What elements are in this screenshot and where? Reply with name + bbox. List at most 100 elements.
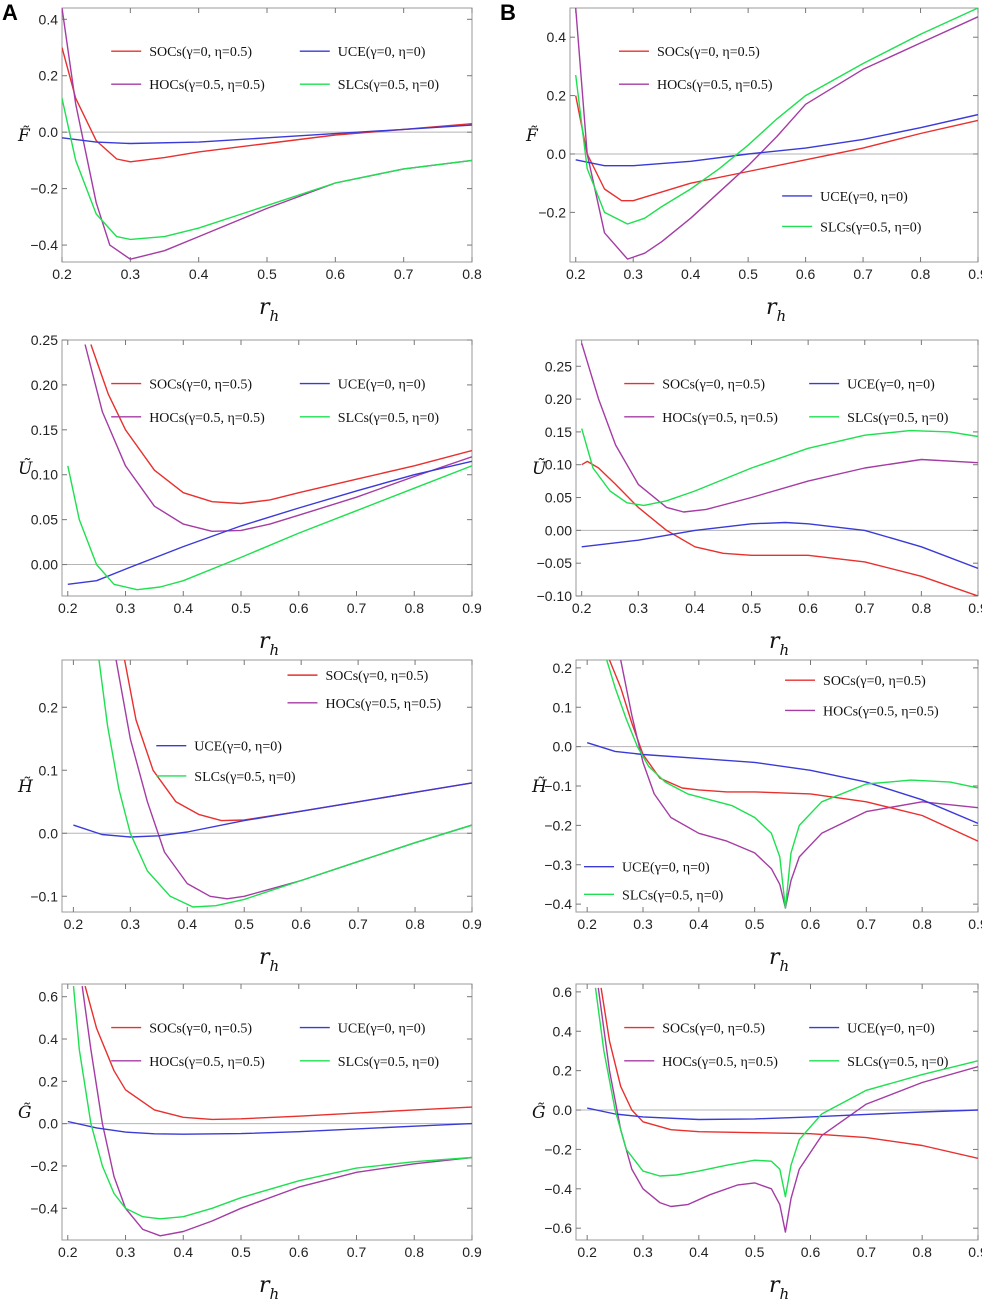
x-tick-label: 0.6	[801, 1244, 821, 1260]
x-tick-label: 0.7	[394, 266, 414, 282]
x-tick-label: 0.6	[801, 916, 821, 932]
legend-item: UCE(γ=0, η=0)	[782, 190, 908, 205]
x-tick-label: 0.3	[121, 916, 141, 932]
legend-item: SOCs(γ=0, η=0.5)	[618, 45, 760, 60]
series-line-hocs	[84, 344, 472, 532]
series-line-slcs	[575, 8, 978, 225]
legend-label: HOCs(γ=0.5, η=0.5)	[662, 411, 778, 426]
y-tick-label: 0.15	[31, 422, 58, 438]
chart-panel-b4: 0.2 0.3 0.4 0.5 0.6 0.7 0.8 0.9 0.6 0.4 0.2 0.0 −0.2…	[532, 983, 982, 1301]
legend-item: HOCs(γ=0.5, η=0.5)	[111, 1055, 265, 1070]
plot-frame	[61, 339, 473, 597]
x-tick-label: 0.2	[64, 916, 84, 932]
legend-item: HOCs(γ=0.5, η=0.5)	[111, 78, 265, 93]
legend-label: SLCs(γ=0.5, η=0)	[338, 1055, 440, 1070]
legend-label: SOCs(γ=0, η=0.5)	[149, 45, 252, 60]
y-tick-label: −0.3	[544, 857, 572, 873]
series-line-uce	[581, 521, 978, 570]
legend-item: HOCs(γ=0.5, η=0.5)	[785, 704, 939, 719]
x-tick-label: 0.3	[633, 916, 653, 932]
x-tick-label: 0.8	[912, 916, 932, 932]
y-axis-label: H̃	[531, 777, 548, 797]
y-tick-label: 0.4	[553, 1023, 573, 1039]
y-axis-label: Ũ	[18, 458, 33, 479]
x-axis-label-main: r	[769, 945, 781, 970]
y-tick-label: 0.20	[545, 391, 572, 407]
legend-item: SOCs(γ=0, η=0.5)	[111, 45, 252, 60]
x-tick-label: 0.5	[745, 916, 765, 932]
legend-item: SOCs(γ=0, η=0.5)	[287, 669, 429, 684]
legend-item: UCE(γ=0, η=0)	[156, 740, 282, 755]
legend-item: HOCs(γ=0.5, η=0.5)	[624, 1055, 778, 1070]
legend-label: UCE(γ=0, η=0)	[820, 190, 908, 205]
x-tick-label: 0.6	[291, 916, 311, 932]
series-line-socs	[575, 95, 978, 202]
x-tick-label: 0.9	[462, 600, 482, 616]
legend-item: SLCs(γ=0.5, η=0)	[299, 78, 440, 93]
x-tick-label: 0.6	[796, 266, 816, 282]
x-tick-label: 0.7	[853, 266, 873, 282]
x-tick-label: 0.4	[178, 916, 198, 932]
chart-panel-b3: 0.2 0.3 0.4 0.5 0.6 0.7 0.8 0.9 0.2 0.1 0.0 −0.1 −0.…	[531, 659, 982, 975]
panel-label-b: B	[500, 0, 516, 25]
y-tick-label: −0.1	[544, 778, 572, 794]
x-axis-label-main: r	[259, 1273, 271, 1298]
x-tick-label: 0.7	[347, 600, 367, 616]
y-tick-label: −0.1	[30, 888, 58, 904]
y-tick-label: 0.10	[545, 457, 572, 473]
x-axis-label-sub: h	[780, 641, 790, 659]
x-tick-label: 0.3	[116, 600, 136, 616]
series-line-hocs	[597, 987, 978, 1233]
legend-label: SLCs(γ=0.5, η=0)	[338, 411, 440, 426]
chart-panel-a2: 0.2 0.3 0.4 0.5 0.6 0.7 0.8 0.9 0.25 0.20 0.15 0.10…	[18, 332, 482, 659]
legend-item: SOCs(γ=0, η=0.5)	[624, 378, 765, 393]
legend-item: HOCs(γ=0.5, η=0.5)	[624, 411, 778, 426]
x-tick-label: 0.6	[289, 600, 309, 616]
x-tick-label: 0.6	[289, 1244, 309, 1260]
x-axis-label-main: r	[769, 629, 781, 654]
x-axis-label-sub: h	[777, 307, 787, 325]
y-axis-label: H̃	[17, 777, 34, 797]
series-line-hocs	[81, 986, 472, 1237]
plot-frame	[61, 659, 473, 913]
legend-label: SLCs(γ=0.5, η=0)	[338, 78, 440, 93]
legend-item: UCE(γ=0, η=0)	[299, 45, 426, 60]
legend-label: UCE(γ=0, η=0)	[338, 1022, 426, 1037]
x-axis-label-sub: h	[270, 957, 280, 975]
x-tick-label: 0.8	[912, 600, 932, 616]
series-line-socs	[600, 987, 978, 1159]
x-tick-label: 0.8	[405, 600, 425, 616]
y-tick-label: 0.0	[39, 124, 59, 140]
legend-label: UCE(γ=0, η=0)	[622, 861, 710, 876]
plot-frame	[61, 983, 473, 1241]
y-tick-label: 0.0	[553, 739, 573, 755]
x-axis-label: rh	[769, 945, 789, 975]
legend-label: SOCs(γ=0, η=0.5)	[823, 674, 926, 689]
legend-label: HOCs(γ=0.5, η=0.5)	[149, 411, 265, 426]
y-tick-label: 0.2	[547, 88, 567, 104]
plot-frame	[575, 339, 979, 597]
y-tick-label: 0.15	[545, 424, 572, 440]
x-tick-label: 0.3	[623, 266, 643, 282]
x-tick-label: 0.9	[462, 1244, 482, 1260]
x-tick-label: 0.4	[189, 266, 209, 282]
legend-label: UCE(γ=0, η=0)	[847, 378, 935, 393]
x-tick-label: 0.4	[174, 1244, 194, 1260]
x-tick-label: 0.8	[405, 916, 425, 932]
x-tick-label: 0.4	[689, 916, 709, 932]
x-tick-label: 0.8	[405, 1244, 425, 1260]
x-tick-label: 0.4	[174, 600, 194, 616]
y-axis-label: F̃	[525, 126, 539, 146]
x-tick-label: 0.2	[577, 916, 597, 932]
y-tick-label: 0.05	[545, 490, 572, 506]
x-axis-label-main: r	[259, 945, 271, 970]
x-tick-label: 0.9	[968, 600, 982, 616]
legend-label: SOCs(γ=0, η=0.5)	[662, 1022, 765, 1037]
y-axis-label: G̃	[18, 1103, 32, 1123]
legend-item: SOCs(γ=0, η=0.5)	[785, 674, 926, 689]
x-axis-label: rh	[259, 629, 279, 659]
series-line-uce	[67, 1120, 472, 1135]
x-axis-label: rh	[766, 295, 786, 325]
legend-item: SOCs(γ=0, η=0.5)	[624, 1022, 765, 1037]
x-axis-label-main: r	[769, 1273, 781, 1298]
